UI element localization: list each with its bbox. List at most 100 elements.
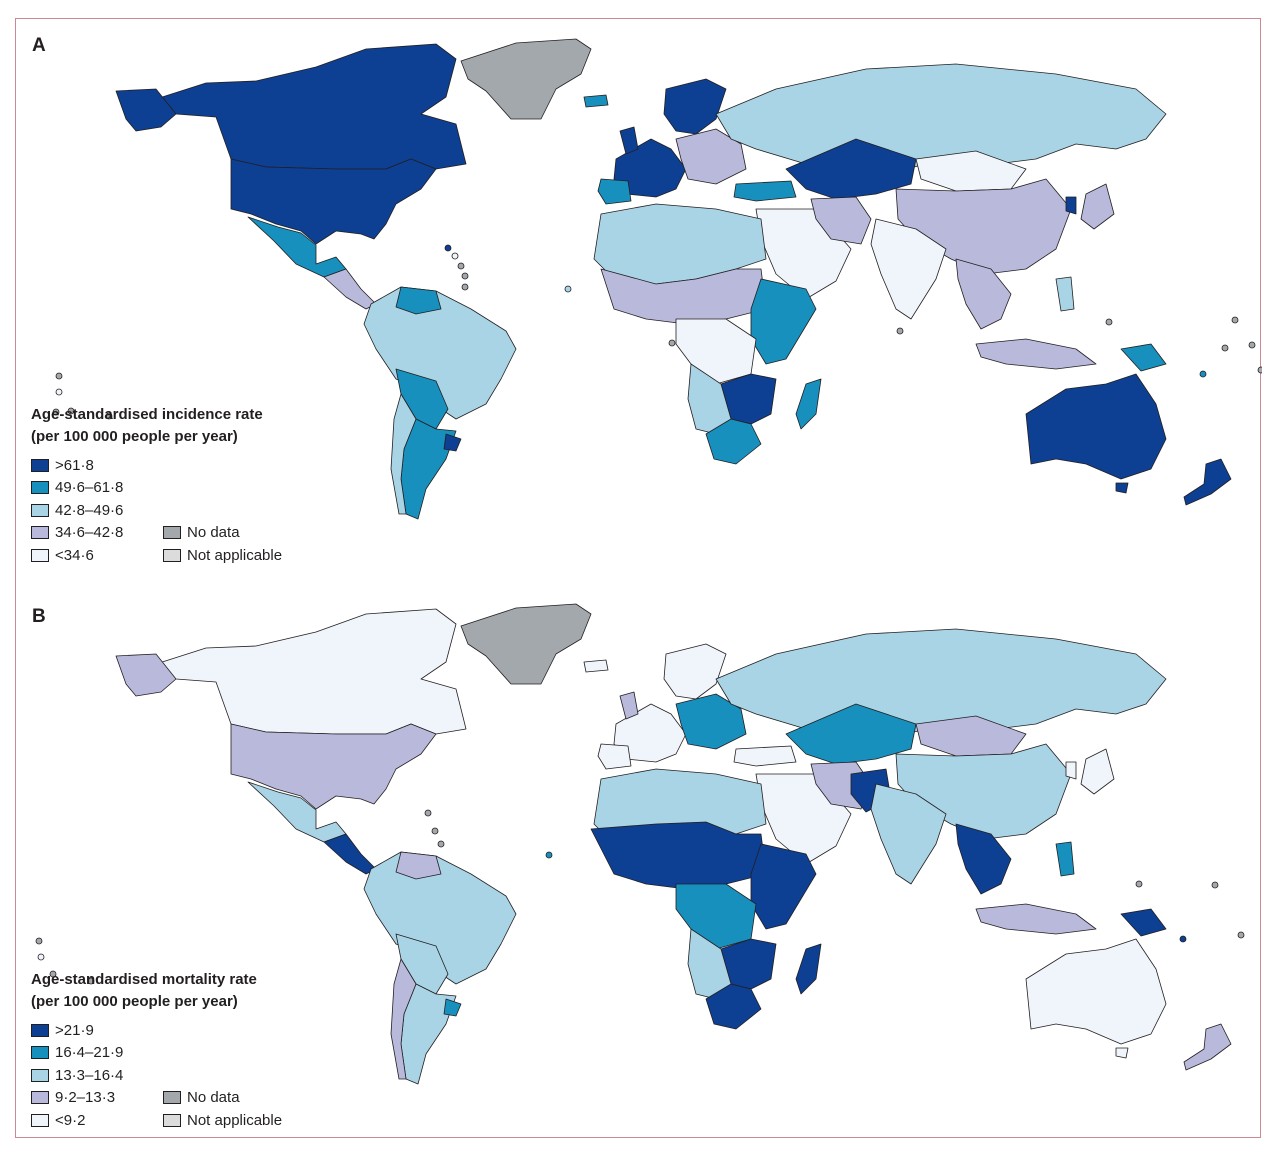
india xyxy=(870,783,947,885)
mortality-map xyxy=(35,603,1245,1085)
iceland xyxy=(583,94,609,108)
korea xyxy=(1065,196,1077,215)
philippines xyxy=(1055,841,1075,877)
eastern-europe xyxy=(675,693,747,750)
indonesia xyxy=(975,338,1097,370)
japan xyxy=(1080,748,1115,795)
south-africa xyxy=(705,983,762,1030)
madagascar xyxy=(795,943,822,995)
uruguay xyxy=(443,433,462,452)
legend-swatch-4 xyxy=(31,1091,49,1105)
legend-swatch-5 xyxy=(31,1113,49,1127)
canada xyxy=(155,43,467,170)
legend-swatch-na xyxy=(163,548,181,562)
legend-swatch-3 xyxy=(31,503,49,517)
alaska xyxy=(115,653,177,697)
east-africa xyxy=(750,278,817,365)
india xyxy=(870,218,947,320)
legend-item-2: 49·6–61·8 xyxy=(31,477,331,500)
usa xyxy=(230,723,437,810)
uruguay xyxy=(443,998,462,1017)
se-asia xyxy=(955,823,1012,895)
figure-frame: A Age-standardised incidence rate (per 1… xyxy=(15,18,1262,1139)
mortality-legend: Age-standardised mortality rate (per 100… xyxy=(31,969,331,1132)
mexico xyxy=(247,781,347,843)
legend-item-5: <9·2 Not applicable xyxy=(31,1109,331,1132)
central-africa xyxy=(675,318,757,385)
png xyxy=(1120,343,1167,372)
incidence-map xyxy=(52,38,1262,520)
legend-swatch-na xyxy=(163,1113,181,1127)
australia xyxy=(1025,373,1167,480)
japan xyxy=(1080,183,1115,230)
chile xyxy=(390,393,417,515)
indonesia xyxy=(975,903,1097,935)
madagascar xyxy=(795,378,822,430)
korea xyxy=(1065,761,1077,780)
venezuela xyxy=(395,286,442,315)
legend-item-1: >21·9 xyxy=(31,1019,331,1042)
legend-swatch-4 xyxy=(31,526,49,540)
canada xyxy=(155,608,467,735)
legend-item-2: 16·4–21·9 xyxy=(31,1042,331,1065)
mortality-legend-subtitle: (per 100 000 people per year) xyxy=(31,993,238,1010)
legend-swatch-1 xyxy=(31,458,49,472)
png xyxy=(1120,908,1167,937)
greenland xyxy=(460,603,592,685)
usa xyxy=(230,158,437,245)
legend-item-4: 34·6–42·8 No data xyxy=(31,522,331,545)
legend-swatch-nodata xyxy=(163,526,181,540)
legend-swatch-3 xyxy=(31,1068,49,1082)
central-america xyxy=(323,833,377,875)
south-america-north xyxy=(363,286,517,420)
alaska xyxy=(115,88,177,132)
kazakhstan xyxy=(785,703,917,765)
south-america-north xyxy=(363,851,517,985)
legend-swatch-2 xyxy=(31,481,49,495)
greenland xyxy=(460,38,592,120)
panel-a-label: A xyxy=(32,35,46,56)
legend-swatch-nodata xyxy=(163,1091,181,1105)
legend-item-3: 42·8–49·6 xyxy=(31,499,331,522)
incidence-legend: Age-standardised incidence rate (per 100… xyxy=(31,404,331,567)
uk xyxy=(619,691,639,720)
iberia xyxy=(597,178,632,205)
incidence-legend-title: Age-standardised incidence rate xyxy=(31,406,263,423)
panel-b-label: B xyxy=(32,606,46,627)
mexico xyxy=(247,216,347,278)
tasmania xyxy=(1115,1047,1129,1059)
venezuela xyxy=(395,851,442,880)
legend-item-5: <34·6 Not applicable xyxy=(31,544,331,567)
chile xyxy=(390,958,417,1080)
scandinavia xyxy=(663,78,727,135)
iceland xyxy=(583,659,609,673)
legend-swatch-1 xyxy=(31,1023,49,1037)
legend-item-3: 13·3–16·4 xyxy=(31,1064,331,1087)
legend-item-4: 9·2–13·3 No data xyxy=(31,1087,331,1110)
philippines xyxy=(1055,276,1075,312)
iberia xyxy=(597,743,632,770)
incidence-legend-subtitle: (per 100 000 people per year) xyxy=(31,428,238,445)
uk xyxy=(619,126,639,155)
kazakhstan xyxy=(785,138,917,200)
new-zealand xyxy=(1183,1023,1232,1071)
australia xyxy=(1025,938,1167,1045)
eastern-europe xyxy=(675,128,747,185)
russia xyxy=(715,628,1167,735)
south-africa xyxy=(705,418,762,465)
east-africa xyxy=(750,843,817,930)
panel-b: B Age-standardised mortality rate (per 1… xyxy=(16,584,1262,1139)
russia xyxy=(715,63,1167,170)
se-asia xyxy=(955,258,1012,330)
tasmania xyxy=(1115,482,1129,494)
legend-item-1: >61·8 xyxy=(31,454,331,477)
legend-swatch-5 xyxy=(31,548,49,562)
mortality-legend-title: Age-standardised mortality rate xyxy=(31,971,257,988)
legend-swatch-2 xyxy=(31,1046,49,1060)
new-zealand xyxy=(1183,458,1232,506)
turkey xyxy=(733,180,797,202)
scandinavia xyxy=(663,643,727,700)
panel-a: A Age-standardised incidence rate (per 1… xyxy=(16,19,1262,579)
central-america xyxy=(323,268,377,310)
iran xyxy=(810,196,872,245)
